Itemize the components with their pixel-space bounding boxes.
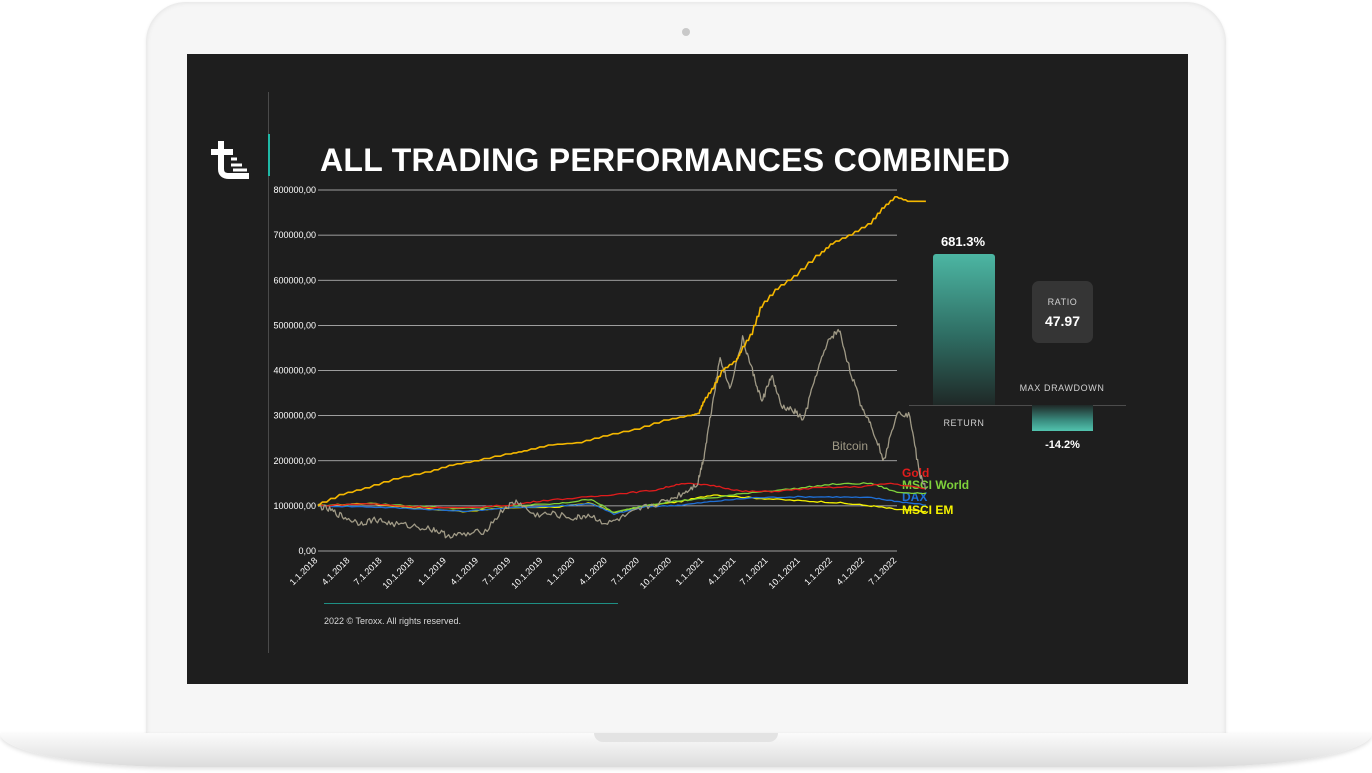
x-tick-label: 4.1.2018 <box>320 555 352 587</box>
series-line-teroxx <box>317 196 926 507</box>
kpi-baseline <box>909 405 1126 406</box>
x-tick-label: 10.1.2021 <box>767 555 802 590</box>
x-tick-label: 7.1.2019 <box>481 555 513 587</box>
series-line-dax <box>317 495 926 516</box>
series-label-dax: DAX <box>902 490 927 504</box>
footer-copyright: 2022 © Teroxx. All rights reserved. <box>324 616 462 626</box>
x-tick-label: 10.1.2019 <box>509 555 544 590</box>
y-tick-label: 600000,00 <box>273 275 316 285</box>
ratio-label: RATIO <box>1047 297 1078 307</box>
x-tick-label: 1.1.2022 <box>802 555 834 587</box>
x-tick-label: 7.1.2020 <box>609 555 641 587</box>
x-tick-label: 1.1.2018 <box>288 555 320 587</box>
page-title: ALL TRADING PERFORMANCES COMBINED <box>320 142 1011 178</box>
x-tick-label: 4.1.2020 <box>577 555 609 587</box>
x-tick-label: 1.1.2020 <box>545 555 577 587</box>
x-tick-label: 10.1.2020 <box>638 555 673 590</box>
y-tick-label: 100000,00 <box>273 501 316 511</box>
teroxx-logo-icon <box>211 141 249 179</box>
ratio-value: 47.97 <box>1044 313 1081 329</box>
y-tick-label: 800000,00 <box>273 185 316 195</box>
x-tick-label: 7.1.2018 <box>352 555 384 587</box>
return-label: RETURN <box>943 418 985 428</box>
x-tick-label: 4.1.2019 <box>448 555 480 587</box>
ratio-card: RATIO 47.97 <box>1032 281 1093 343</box>
laptop-notch <box>594 733 778 742</box>
series-label-bitcoin: Bitcoin <box>832 439 868 453</box>
vertical-divider <box>268 92 269 653</box>
series-line-gold <box>317 482 926 509</box>
series-line-bitcoin <box>317 328 927 539</box>
series-label-msci-em: MSCI EM <box>902 503 953 517</box>
camera-icon <box>682 28 690 36</box>
slide-screen: ALL TRADING PERFORMANCES COMBINED 0,00 10… <box>187 54 1188 684</box>
return-value: 681.3% <box>940 234 986 249</box>
max-drawdown-bar <box>1032 405 1093 431</box>
performance-chart: 0,00 100000,00 200000,00 300000,00 400000,00… <box>273 185 969 591</box>
footer-divider <box>324 603 618 604</box>
y-tick-label: 300000,00 <box>273 411 316 421</box>
x-tick-label: 10.1.2018 <box>381 555 416 590</box>
x-tick-label: 7.1.2021 <box>738 555 770 587</box>
max-drawdown-label: MAX DRAWDOWN <box>1019 383 1105 393</box>
x-tick-label: 4.1.2022 <box>834 555 866 587</box>
x-tick-label: 7.1.2022 <box>867 555 899 587</box>
x-tick-label: 1.1.2019 <box>416 555 448 587</box>
series-label-gold: Gold <box>902 466 929 480</box>
return-bar <box>933 254 995 405</box>
title-accent-bar <box>268 134 270 176</box>
y-tick-label: 400000,00 <box>273 366 316 376</box>
x-tick-label: 4.1.2021 <box>706 555 738 587</box>
x-tick-label: 1.1.2021 <box>674 555 706 587</box>
y-tick-label: 0,00 <box>298 546 316 556</box>
max-drawdown-value: -14.2% <box>1045 439 1080 451</box>
y-tick-label: 700000,00 <box>273 230 316 240</box>
series-label-msci-world: MSCI World <box>902 478 969 492</box>
y-tick-label: 500000,00 <box>273 320 316 330</box>
y-tick-label: 200000,00 <box>273 456 316 466</box>
